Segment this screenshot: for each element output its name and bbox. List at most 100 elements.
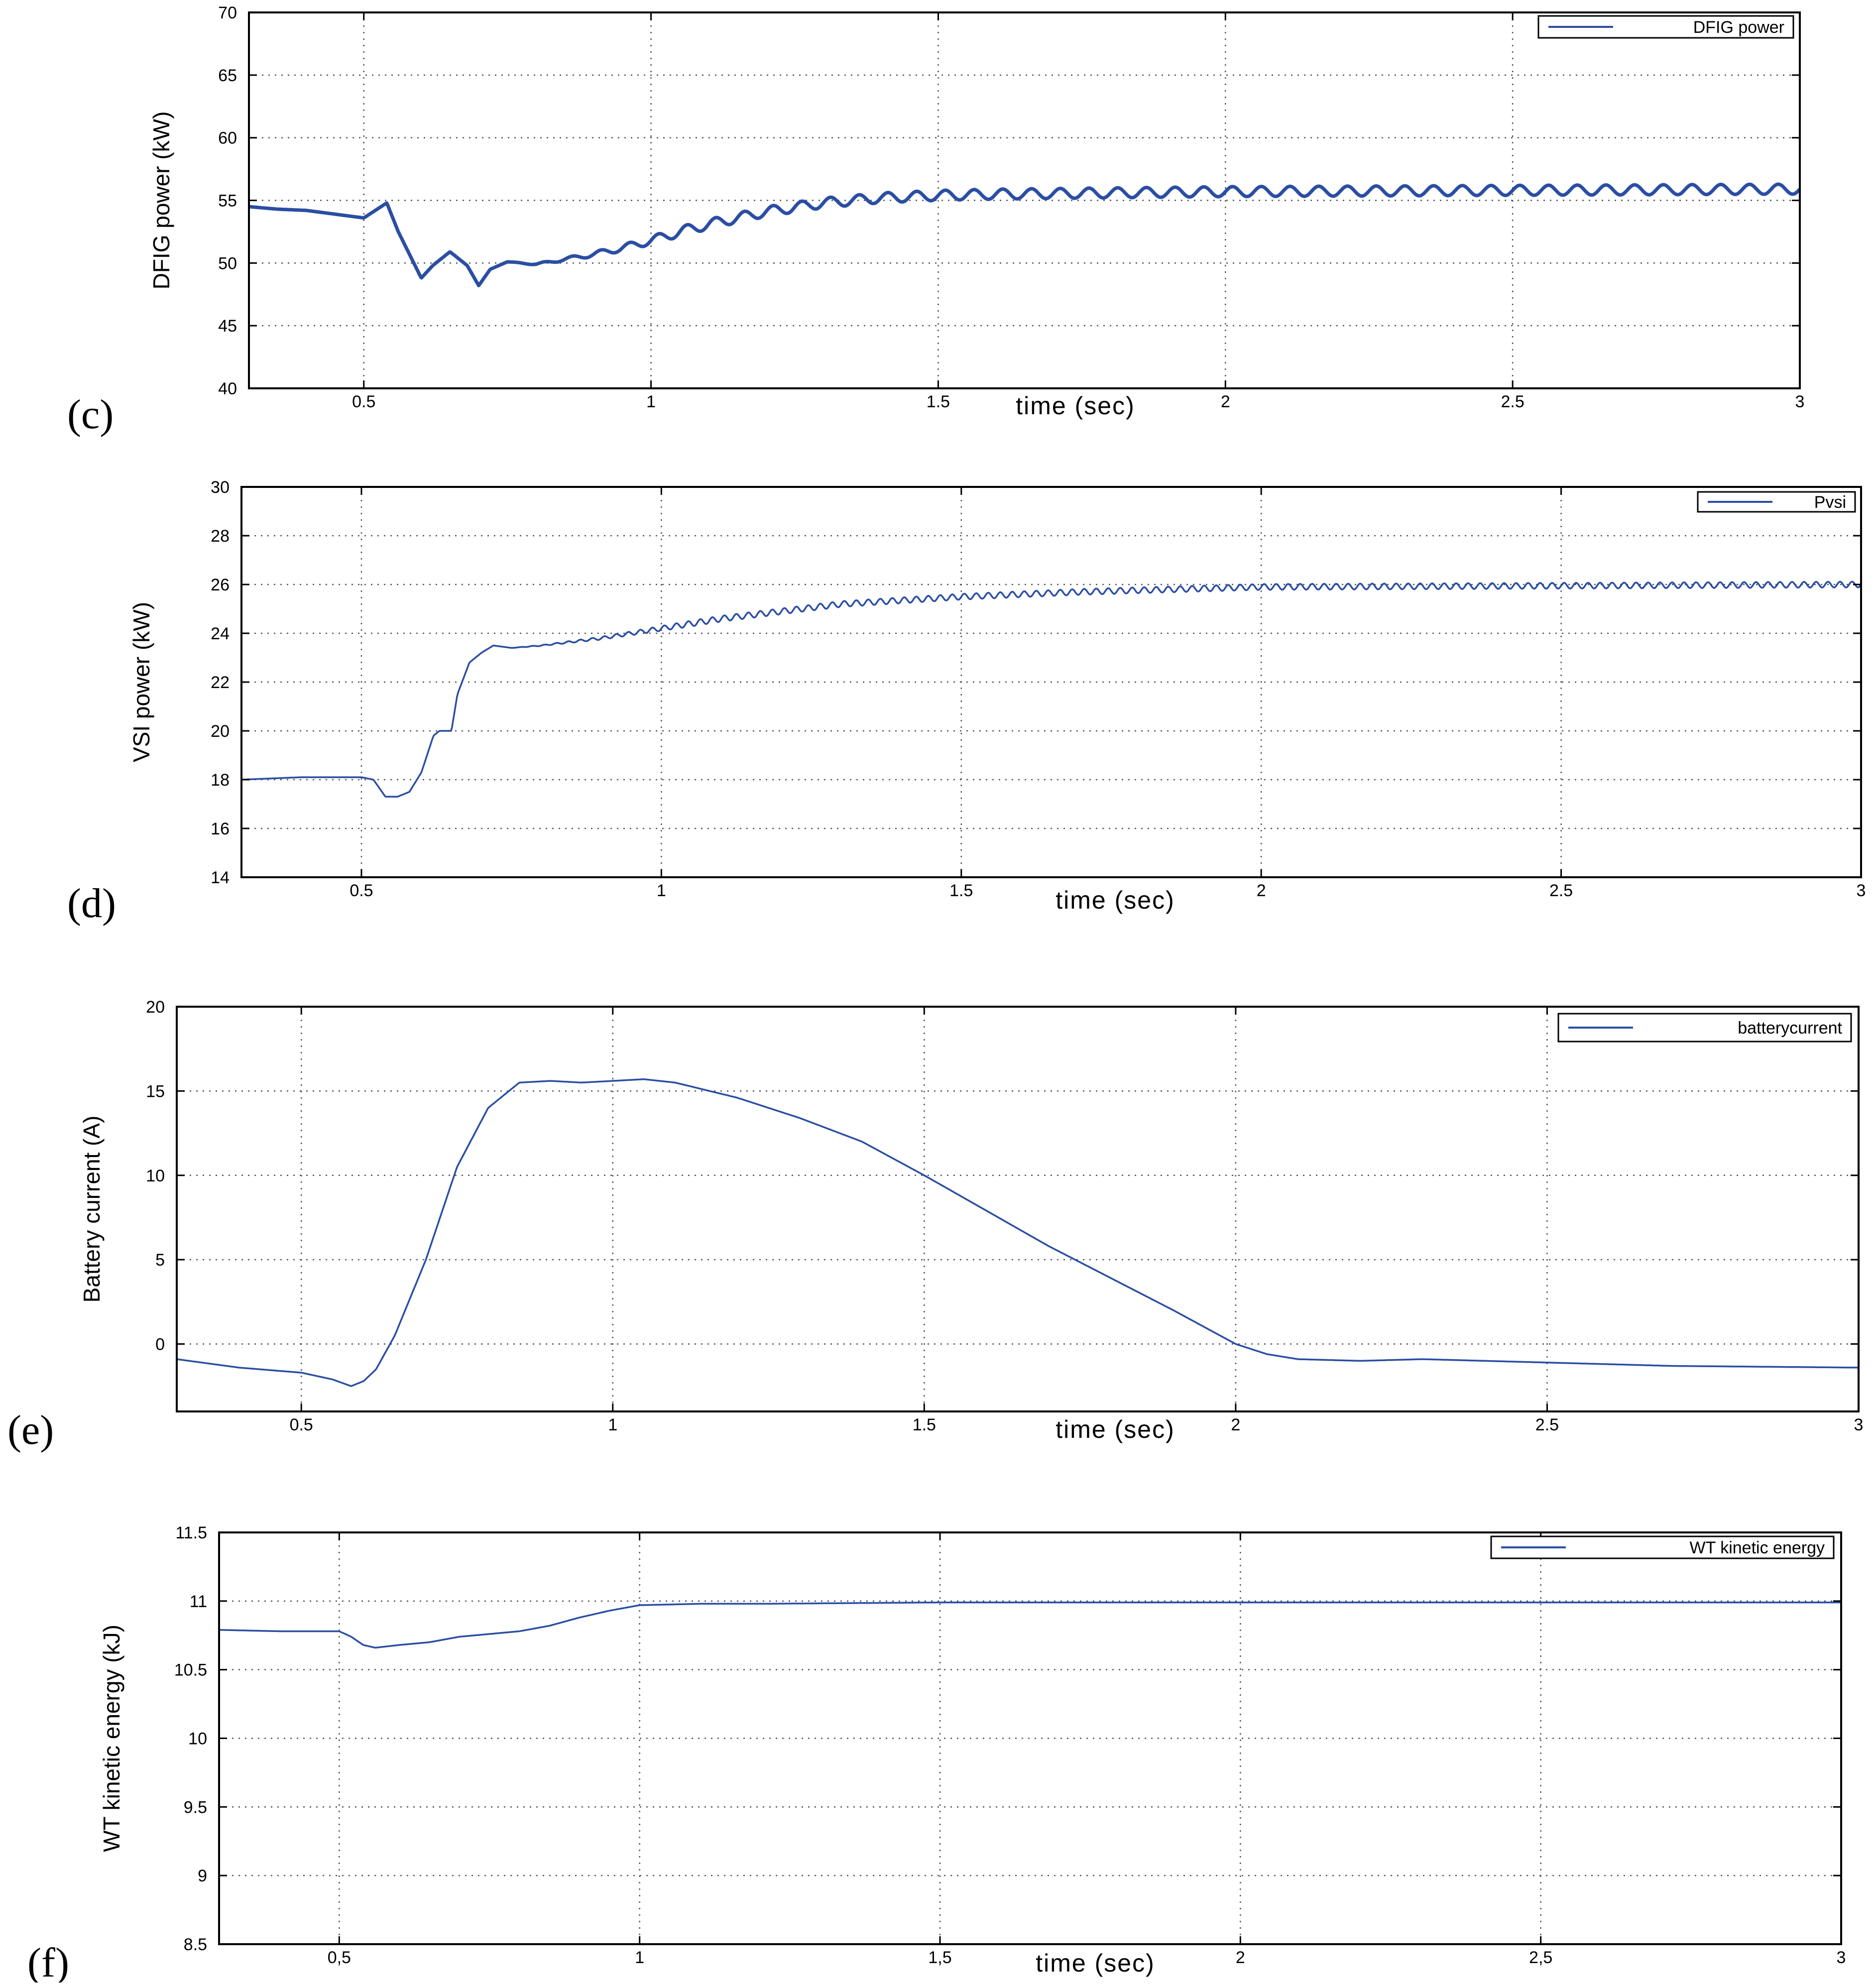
y-axis-label: Battery current (A): [79, 1116, 105, 1303]
x-tick-label: 1: [635, 1948, 644, 1967]
x-tick-label: 3: [1837, 1948, 1846, 1967]
legend: DFIG power: [1537, 15, 1794, 39]
x-tick-label: 3: [1854, 1415, 1864, 1434]
y-axis-label: DFIG power (kW): [148, 112, 174, 290]
x-tick-label: 2.5: [1535, 1415, 1559, 1434]
panel-label: (c): [67, 391, 114, 438]
grid: [249, 11, 1801, 389]
legend-entry: Pvsi: [1814, 493, 1846, 512]
y-tick-label: 0: [155, 1335, 165, 1354]
x-tick-labels: 0,5 1 1,5 2 2,5 3: [328, 1948, 1846, 1967]
panel-label: (d): [67, 880, 116, 927]
x-tick-label: 0.5: [350, 881, 373, 900]
legend-box: [1537, 15, 1794, 39]
x-axis-label: time (sec): [1055, 1415, 1174, 1443]
tick-marks: [177, 1006, 1860, 1411]
panel-d: 14 16 18 20 22 24 26 28 30 0.5 1 1.5 2 2.5 3 time (se…: [67, 478, 1866, 927]
y-tick-label: 55: [218, 192, 237, 211]
x-tick-label: 0.5: [290, 1415, 313, 1434]
y-axis-label: WT kinetic energy (kJ): [99, 1625, 124, 1852]
grid: [219, 1531, 1842, 1945]
x-tick-label: 2: [1236, 1948, 1245, 1967]
y-tick-labels: 40 45 50 55 60 65 70: [218, 3, 237, 398]
y-tick-label: 22: [211, 673, 230, 692]
y-tick-label: 50: [218, 254, 237, 273]
y-tick-label: 60: [218, 129, 237, 148]
x-tick-label: 3: [1857, 881, 1866, 900]
panel-c: 40 45 50 55 60 65 70 0.5 1 1.5 2 2.5 3 time (sec) D…: [67, 3, 1804, 438]
series-line-0: [241, 581, 1862, 798]
series-line-0: [219, 1601, 1841, 1649]
y-tick-label: 20: [211, 722, 230, 741]
y-tick-label: 28: [211, 527, 230, 546]
y-tick-label: 26: [211, 576, 230, 594]
y-tick-label: 11: [190, 1592, 207, 1611]
y-tick-label: 14: [211, 868, 230, 887]
legend: Pvsi: [1697, 491, 1856, 513]
x-tick-label: 3: [1795, 392, 1805, 411]
series-layer: [248, 182, 1801, 287]
x-axis-label: time (sec): [1036, 1949, 1155, 1977]
legend-entry: WT kinetic energy: [1690, 1538, 1825, 1557]
plot-frame: [176, 1006, 1860, 1412]
tick-marks: [241, 486, 1862, 878]
x-tick-label: 1: [608, 1415, 617, 1434]
y-tick-labels: 14 16 18 20 22 24 26 28 30: [211, 478, 230, 887]
y-tick-label: 8.5: [184, 1935, 207, 1954]
panel-e: 0 5 10 15 20 0.5 1 1.5 2 2.5 3 time (sec) Battery…: [7, 998, 1863, 1453]
x-axis-label: time (sec): [1055, 886, 1174, 914]
y-tick-label: 40: [218, 379, 237, 398]
panel-f: 8.5 9 9.5 10 10.5 11 11.5 0,5 1 1,5 2 2,5 3 time (s…: [27, 1523, 1846, 1985]
x-tick-label: 2: [1221, 392, 1230, 411]
grid: [241, 486, 1862, 878]
x-tick-labels: 0.5 1 1.5 2 2.5 3: [350, 881, 1866, 900]
legend-entry: DFIG power: [1693, 18, 1784, 37]
series-line-0: [176, 1078, 1859, 1387]
y-tick-label: 9.5: [184, 1798, 207, 1817]
y-tick-label: 10: [146, 1167, 165, 1185]
panel-label: (e): [7, 1407, 54, 1453]
plot-frame: [248, 11, 1801, 389]
x-tick-label: 1.5: [949, 881, 973, 900]
legend: WT kinetic energy: [1490, 1535, 1835, 1559]
y-tick-label: 10: [188, 1730, 207, 1749]
series-layer: [241, 581, 1862, 798]
x-tick-label: 1: [646, 392, 656, 411]
y-tick-label: 16: [211, 819, 230, 838]
y-tick-label: 65: [218, 66, 237, 85]
y-tick-label: 20: [146, 998, 165, 1017]
y-tick-label: 24: [211, 624, 230, 643]
x-tick-labels: 0.5 1 1.5 2 2.5 3: [352, 392, 1804, 411]
y-tick-label: 10.5: [174, 1661, 207, 1680]
x-tick-label: 2: [1257, 881, 1266, 900]
series-line-0: [248, 182, 1801, 287]
x-tick-label: 0,5: [328, 1948, 351, 1967]
x-tick-label: 2.5: [1549, 881, 1573, 900]
y-axis-label: VSI power (kW): [128, 602, 154, 762]
y-tick-labels: 0 5 10 15 20: [146, 998, 165, 1354]
y-tick-labels: 8.5 9 9.5 10 10.5 11 11.5: [174, 1523, 207, 1954]
y-tick-label: 45: [218, 317, 237, 336]
y-tick-label: 18: [211, 771, 230, 790]
series-layer: [219, 1601, 1841, 1649]
y-tick-label: 5: [155, 1251, 165, 1270]
x-tick-label: 0.5: [352, 392, 375, 411]
grid: [177, 1006, 1860, 1411]
legend: batterycurrent: [1557, 1013, 1852, 1043]
y-tick-label: 70: [218, 3, 237, 22]
y-tick-label: 9: [198, 1867, 207, 1885]
x-tick-labels: 0.5 1 1.5 2 2.5 3: [290, 1415, 1864, 1434]
y-tick-label: 30: [211, 478, 230, 497]
x-tick-label: 2.5: [1501, 392, 1524, 411]
x-tick-label: 2: [1231, 1415, 1240, 1434]
x-tick-label: 1: [657, 881, 666, 900]
y-tick-label: 15: [146, 1082, 165, 1101]
x-tick-label: 1.5: [927, 392, 950, 411]
series-layer: [176, 1078, 1859, 1387]
x-tick-label: 1.5: [913, 1415, 936, 1434]
legend-entry: batterycurrent: [1738, 1019, 1842, 1038]
y-tick-label: 11.5: [175, 1523, 207, 1542]
x-tick-label: 2,5: [1529, 1948, 1552, 1967]
